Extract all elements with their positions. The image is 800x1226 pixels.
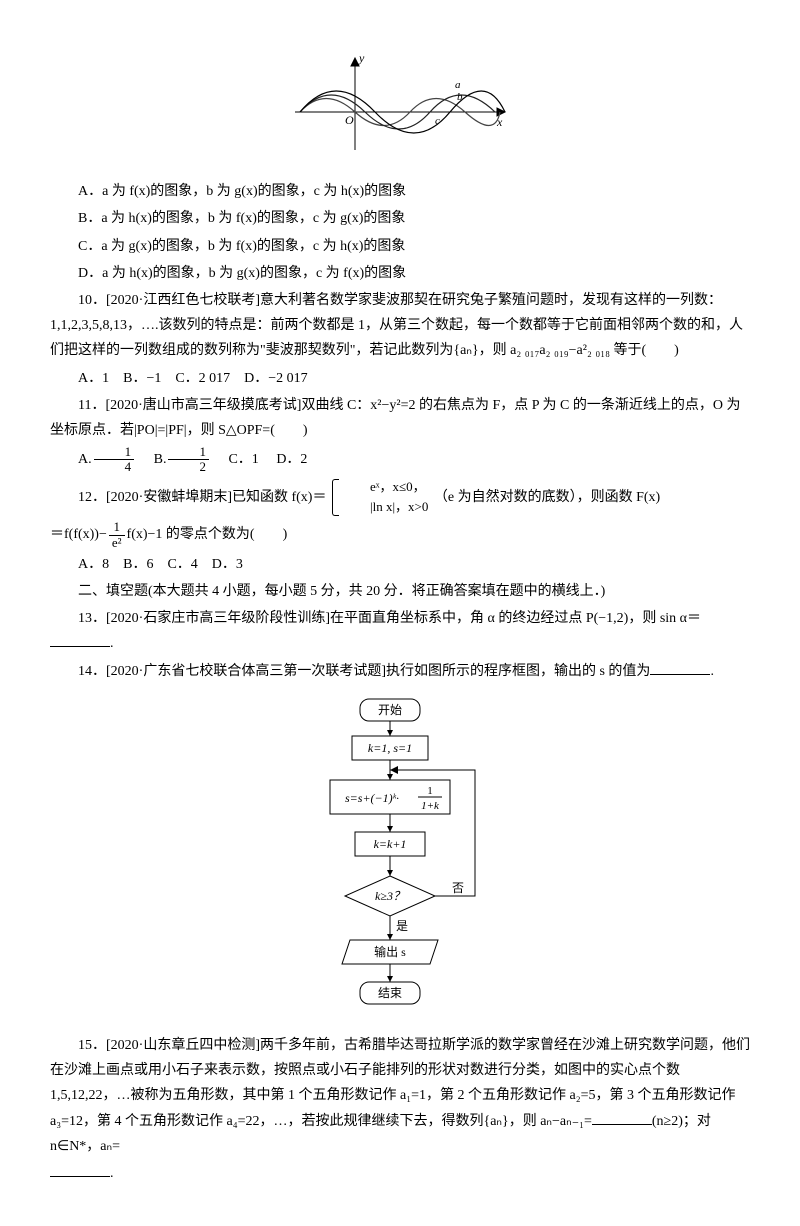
q11-frac-b: 12 bbox=[168, 445, 209, 475]
q11-opt-c: C．1 bbox=[228, 452, 258, 467]
q15-blank1 bbox=[592, 1110, 652, 1125]
q10-options: A．1 B．−1 C．2 017 D．−2 017 bbox=[50, 366, 750, 391]
q12-suffix1: （e 为自然对数的底数），则函数 F(x) bbox=[434, 490, 660, 505]
flow-cond-text: k≥3？ bbox=[375, 889, 405, 903]
q14-blank bbox=[650, 660, 710, 675]
flow-yes-label: 是 bbox=[396, 919, 408, 933]
q12-options: A．8 B．6 C．4 D．3 bbox=[50, 552, 750, 577]
x-label: x bbox=[496, 115, 503, 129]
q14-text: 14．[2020·广东省七校联合体高三第一次联考试题]执行如图所示的程序框图，输… bbox=[78, 664, 650, 679]
q14: 14．[2020·广东省七校联合体高三第一次联考试题]执行如图所示的程序框图，输… bbox=[50, 659, 750, 684]
q12-line2a: ＝f(f(x))− bbox=[50, 527, 107, 542]
q15-line2: . bbox=[50, 1161, 750, 1186]
q15-tail: . bbox=[110, 1166, 114, 1181]
flow-inc-text: k=k+1 bbox=[374, 837, 407, 851]
y-arrow bbox=[351, 58, 359, 66]
q12-piecewise: eˣ，x≤0， |ln x|，x>0 bbox=[332, 477, 428, 519]
q12-line2: ＝f(f(x))−1e²f(x)−1 的零点个数为( ) bbox=[50, 520, 750, 550]
flow-end-text: 结束 bbox=[378, 986, 402, 1000]
flow-start-text: 开始 bbox=[378, 703, 402, 717]
q14-tail: . bbox=[710, 664, 714, 679]
flowchart-figure: 开始 k=1, s=1 s=s+(−1)ᵏ· 1 1+k k=k+1 k≥3？ … bbox=[50, 694, 750, 1023]
q13: 13．[2020·石家庄市高三年级阶段性训练]在平面直角坐标系中，角 α 的终边… bbox=[50, 606, 750, 656]
q13-text: 13．[2020·石家庄市高三年级阶段性训练]在平面直角坐标系中，角 α 的终边… bbox=[78, 611, 701, 626]
q12-line1: 12．[2020·安徽蚌埠期末]已知函数 f(x)＝ eˣ，x≤0， |ln x… bbox=[50, 477, 750, 519]
origin-label: O bbox=[345, 113, 354, 127]
flow-no-label: 否 bbox=[452, 881, 464, 895]
q11-opt-a-label: A. bbox=[78, 452, 92, 467]
label-b: b bbox=[457, 91, 463, 103]
flow-calc-frac-num: 1 bbox=[427, 785, 433, 797]
flow-init-text: k=1, s=1 bbox=[368, 741, 412, 755]
graph-option-b: B．a 为 h(x)的图象，b 为 f(x)的图象，c 为 g(x)的图象 bbox=[50, 206, 750, 231]
y-label: y bbox=[358, 51, 365, 65]
q10-text: 10．[2020·江西红色七校联考]意大利著名数学家斐波那契在研究兔子繁殖问题时… bbox=[50, 288, 750, 364]
q12-prefix: 12．[2020·安徽蚌埠期末]已知函数 f(x)＝ bbox=[78, 490, 326, 505]
q13-blank bbox=[50, 632, 110, 647]
q13-tail: . bbox=[110, 636, 114, 651]
section2-heading: 二、填空题(本大题共 4 小题，每小题 5 分，共 20 分．将正确答案填在题中… bbox=[50, 579, 750, 604]
graph-option-c: C．a 为 g(x)的图象，b 为 f(x)的图象，c 为 h(x)的图象 bbox=[50, 234, 750, 259]
q11-text: 11．[2020·唐山市高三年级摸底考试]双曲线 C：x²−y²=2 的右焦点为… bbox=[50, 393, 750, 443]
wave-graph-figure: y x O a b c bbox=[50, 50, 750, 169]
q15-blank2 bbox=[50, 1162, 110, 1177]
flow-calc-text-a: s=s+(−1)ᵏ· bbox=[345, 791, 399, 805]
q11-opt-b-label: B. bbox=[154, 452, 167, 467]
flow-out-text: 输出 s bbox=[374, 944, 406, 959]
flow-calc-frac-den: 1+k bbox=[421, 800, 440, 812]
label-c: c bbox=[435, 115, 440, 127]
graph-option-d: D．a 为 h(x)的图象，b 为 g(x)的图象，c 为 f(x)的图象 bbox=[50, 261, 750, 286]
q11-opt-d: D．2 bbox=[276, 452, 307, 467]
q15: 15．[2020·山东章丘四中检测]两千多年前，古希腊毕达哥拉斯学派的数学家曾经… bbox=[50, 1033, 750, 1159]
q11-frac-a: 14 bbox=[94, 445, 135, 475]
graph-option-a: A．a 为 f(x)的图象，b 为 g(x)的图象，c 为 h(x)的图象 bbox=[50, 179, 750, 204]
wave-graph-svg: y x O a b c bbox=[285, 50, 515, 160]
label-a: a bbox=[455, 79, 461, 91]
flowchart-svg: 开始 k=1, s=1 s=s+(−1)ᵏ· 1 1+k k=k+1 k≥3？ … bbox=[290, 694, 510, 1014]
q12-line2b: f(x)−1 的零点个数为( ) bbox=[127, 527, 288, 542]
q11-options: A.14 B.12 C．1 D．2 bbox=[50, 445, 750, 475]
q12-frac: 1e² bbox=[109, 520, 125, 550]
flow-no-arrow bbox=[390, 766, 398, 774]
